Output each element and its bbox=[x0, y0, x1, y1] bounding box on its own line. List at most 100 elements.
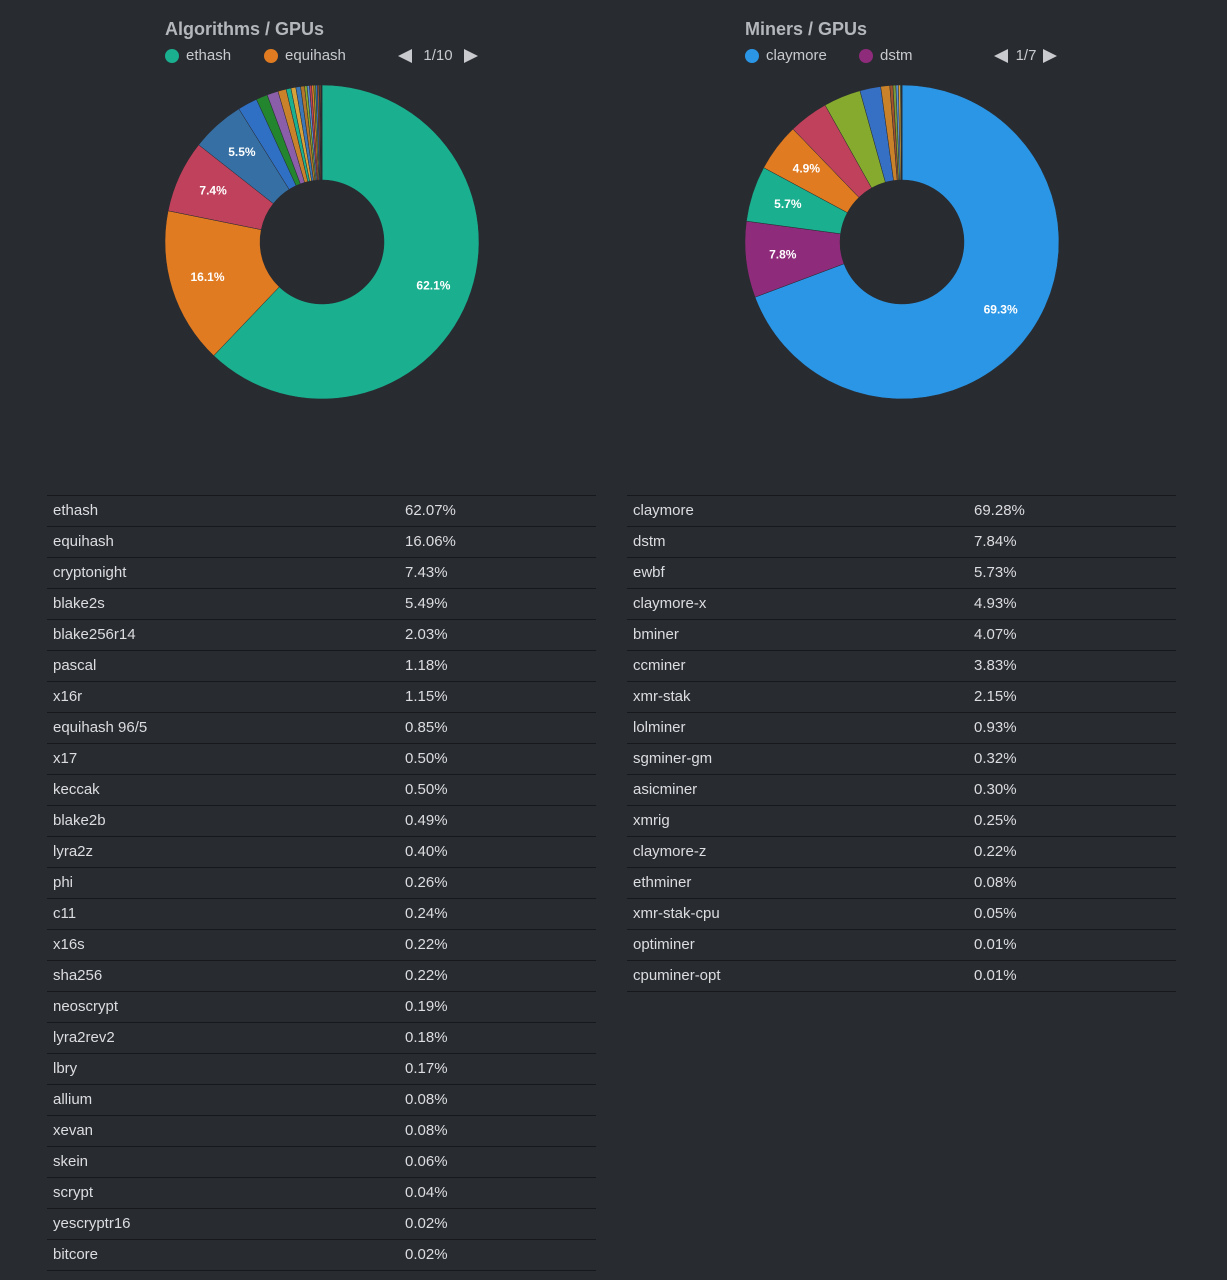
name-cell: xmr-stak-cpu bbox=[633, 905, 720, 922]
share-cell: 0.04% bbox=[405, 1184, 448, 1201]
share-cell: 0.93% bbox=[974, 719, 1017, 736]
name-cell: optiminer bbox=[633, 936, 695, 953]
table-row: claymore 69.28% bbox=[627, 496, 1176, 527]
table-row: lolminer 0.93% bbox=[627, 713, 1176, 744]
share-cell: 0.26% bbox=[405, 874, 448, 891]
table-row: x17 0.50% bbox=[47, 744, 596, 775]
name-cell: lolminer bbox=[633, 719, 686, 736]
next-page[interactable] bbox=[1043, 49, 1057, 63]
prev-page[interactable] bbox=[398, 49, 412, 63]
table-row: claymore-x 4.93% bbox=[627, 589, 1176, 620]
next-page[interactable] bbox=[464, 49, 478, 63]
share-cell: 62.07% bbox=[405, 502, 456, 519]
share-cell: 5.73% bbox=[974, 564, 1017, 581]
name-cell: blake2s bbox=[53, 595, 105, 612]
table-row: ccminer 3.83% bbox=[627, 651, 1176, 682]
table-row: ethminer 0.08% bbox=[627, 868, 1176, 899]
name-cell: pascal bbox=[53, 657, 97, 674]
share-cell: 0.08% bbox=[974, 874, 1017, 891]
share-cell: 0.08% bbox=[405, 1091, 448, 1108]
table-row: allium 0.08% bbox=[47, 1085, 596, 1116]
name-cell: lyra2z bbox=[53, 843, 94, 860]
slice-label: 69.3% bbox=[984, 302, 1018, 316]
slice-label: 5.7% bbox=[774, 197, 802, 211]
name-cell: bminer bbox=[633, 626, 679, 643]
table-row: c11 0.24% bbox=[47, 899, 596, 930]
legend-dot bbox=[165, 49, 179, 63]
name-cell: blake2b bbox=[53, 812, 106, 829]
slice-label: 7.8% bbox=[769, 248, 797, 262]
table-row: xmr-stak 2.15% bbox=[627, 682, 1176, 713]
share-cell: 0.01% bbox=[974, 967, 1017, 984]
share-cell: 1.15% bbox=[405, 688, 448, 705]
slice-label: 16.1% bbox=[191, 270, 225, 284]
legend-label[interactable]: equihash bbox=[285, 47, 346, 64]
share-cell: 0.22% bbox=[974, 843, 1017, 860]
share-cell: 7.84% bbox=[974, 533, 1017, 550]
share-cell: 4.93% bbox=[974, 595, 1017, 612]
table-row: x16s 0.22% bbox=[47, 930, 596, 961]
name-cell: x16s bbox=[53, 936, 85, 953]
name-cell: lyra2rev2 bbox=[53, 1029, 115, 1046]
share-cell: 7.43% bbox=[405, 564, 448, 581]
chart-title: Miners / GPUs bbox=[745, 19, 867, 39]
name-cell: asicminer bbox=[633, 781, 698, 798]
name-cell: ethash bbox=[53, 502, 99, 519]
prev-page[interactable] bbox=[994, 49, 1008, 63]
table-row: cryptonight 7.43% bbox=[47, 558, 596, 589]
table-row: blake2b 0.49% bbox=[47, 806, 596, 837]
legend-label[interactable]: claymore bbox=[766, 47, 827, 64]
pie-slice bbox=[213, 84, 480, 400]
share-cell: 0.02% bbox=[405, 1246, 448, 1263]
slice-label: 5.5% bbox=[228, 145, 256, 159]
share-cell: 0.50% bbox=[405, 781, 448, 798]
table-row: asicminer 0.30% bbox=[627, 775, 1176, 806]
share-cell: 16.06% bbox=[405, 533, 456, 550]
table-row: sha256 0.22% bbox=[47, 961, 596, 992]
name-cell: sgminer-gm bbox=[633, 750, 713, 767]
name-cell: x16r bbox=[53, 688, 83, 705]
algorithms-table: ethash 62.07% equihash 16.06% cryptonight 7.4… bbox=[47, 495, 596, 1271]
share-cell: 0.05% bbox=[974, 905, 1017, 922]
name-cell: cpuminer-opt bbox=[633, 967, 721, 984]
name-cell: c11 bbox=[53, 905, 77, 922]
name-cell: xevan bbox=[53, 1122, 94, 1139]
table-row: lyra2z 0.40% bbox=[47, 837, 596, 868]
name-cell: equihash 96/5 bbox=[53, 719, 148, 736]
table-row: bminer 4.07% bbox=[627, 620, 1176, 651]
name-cell: bitcore bbox=[53, 1246, 99, 1263]
share-cell: 0.25% bbox=[974, 812, 1017, 829]
share-cell: 0.17% bbox=[405, 1060, 448, 1077]
table-row: dstm 7.84% bbox=[627, 527, 1176, 558]
name-cell: lbry bbox=[53, 1060, 78, 1077]
share-cell: 1.18% bbox=[405, 657, 448, 674]
legend-dot bbox=[859, 49, 873, 63]
share-cell: 69.28% bbox=[974, 502, 1025, 519]
table-row: optiminer 0.01% bbox=[627, 930, 1176, 961]
table-row: blake2s 5.49% bbox=[47, 589, 596, 620]
share-cell: 0.24% bbox=[405, 905, 448, 922]
name-cell: claymore-z bbox=[633, 843, 707, 860]
name-cell: equihash bbox=[53, 533, 114, 550]
table-row: lyra2rev2 0.18% bbox=[47, 1023, 596, 1054]
share-cell: 0.01% bbox=[974, 936, 1017, 953]
share-cell: 4.07% bbox=[974, 626, 1017, 643]
table-row: skein 0.06% bbox=[47, 1147, 596, 1178]
name-cell: phi bbox=[53, 874, 74, 891]
share-cell: 0.32% bbox=[974, 750, 1017, 767]
miners-table: claymore 69.28% dstm 7.84% ewbf 5.73% claymore… bbox=[627, 495, 1176, 992]
name-cell: yescryptr16 bbox=[53, 1215, 131, 1232]
share-cell: 0.19% bbox=[405, 998, 448, 1015]
share-cell: 0.22% bbox=[405, 967, 448, 984]
legend-label[interactable]: dstm bbox=[880, 47, 913, 64]
share-cell: 0.18% bbox=[405, 1029, 448, 1046]
name-cell: xmr-stak bbox=[633, 688, 691, 705]
share-cell: 0.50% bbox=[405, 750, 448, 767]
share-cell: 3.83% bbox=[974, 657, 1017, 674]
legend-label[interactable]: ethash bbox=[186, 47, 231, 64]
name-cell: claymore bbox=[633, 502, 694, 519]
table-row: bitcore 0.02% bbox=[47, 1240, 596, 1271]
table-row: lbry 0.17% bbox=[47, 1054, 596, 1085]
name-cell: cryptonight bbox=[53, 564, 127, 581]
